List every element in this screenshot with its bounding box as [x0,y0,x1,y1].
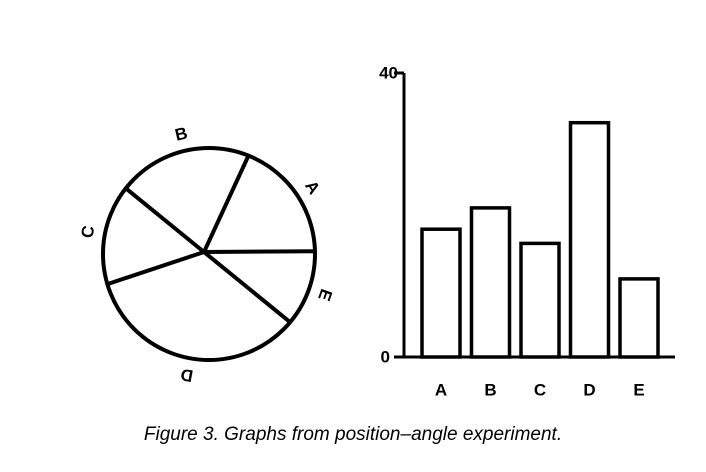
pie-slice-divider [202,250,293,325]
x-tick-label: E [633,381,644,400]
bar [420,227,462,359]
figure-caption: Figure 3. Graphs from position–angle exp… [143,424,563,445]
bar [568,120,611,359]
pie-chart: A B C D E [78,124,336,386]
pie-slice-label: A [301,177,324,198]
x-tick-label: D [583,381,595,400]
x-tick-label: C [534,381,546,400]
bar-chart: 0 40 A B C D E [379,64,675,400]
pie-slice-divider [123,186,206,254]
x-tick-label: B [484,381,496,400]
pie-slice-label: E [314,286,336,303]
pie-slice-label: C [78,224,99,240]
bar [519,241,561,359]
pie-circle [101,146,317,362]
pie-slice-divider [202,153,251,254]
pie-slice-divider [202,249,317,254]
pie-slice-divider [105,250,206,287]
pie-slice-label: D [179,365,195,386]
bar [469,206,512,359]
x-tick-label: A [435,381,447,400]
y-tick-label: 0 [381,348,390,367]
bar [618,277,660,359]
pie-slice-label: B [173,124,189,145]
y-tick-label: 40 [379,64,398,83]
